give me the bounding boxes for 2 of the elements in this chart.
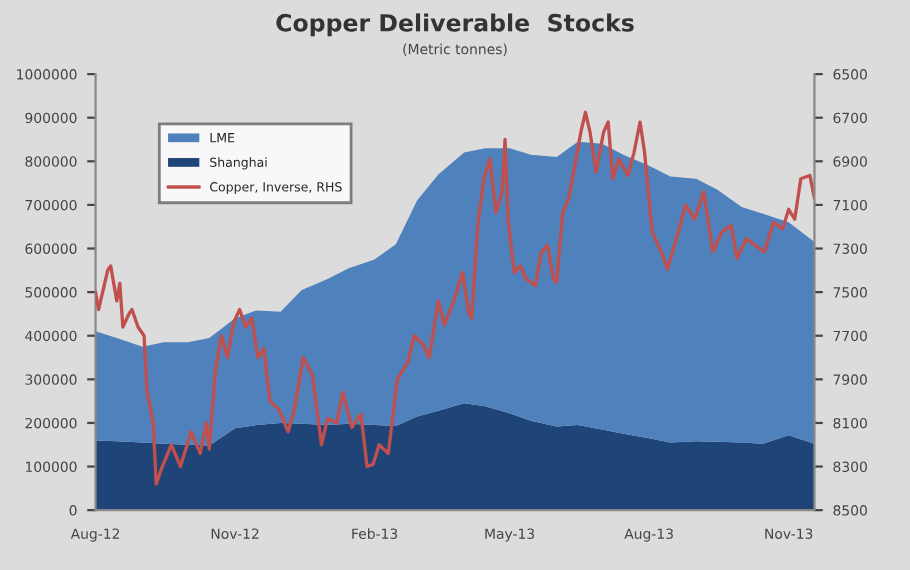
chart-title: Copper Deliverable Stocks [276,13,634,37]
line-series [95,110,815,486]
